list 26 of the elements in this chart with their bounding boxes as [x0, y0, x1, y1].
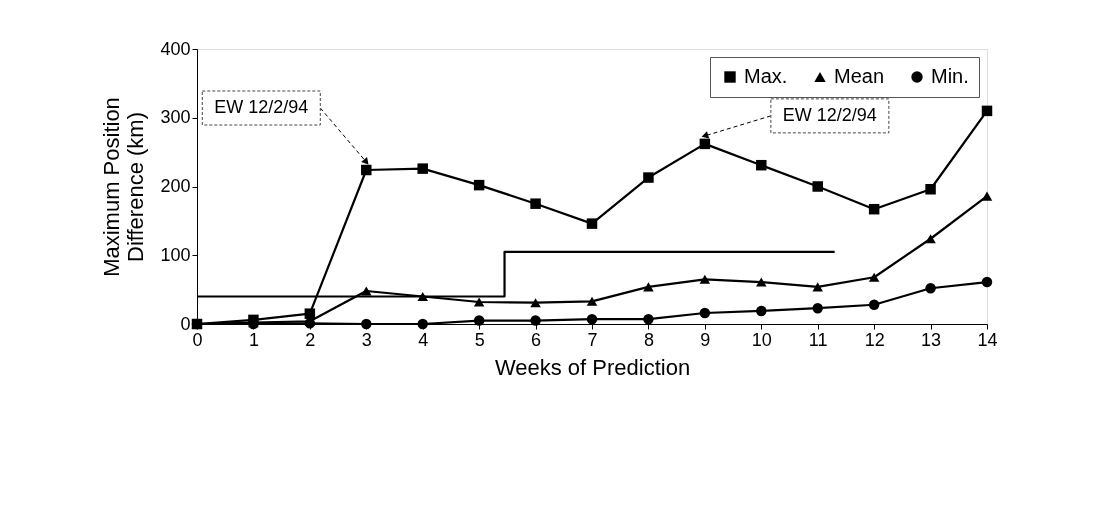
legend-label: Min.: [931, 65, 969, 87]
x-tick-label: 13: [921, 329, 942, 350]
x-tick-label: 10: [751, 329, 772, 350]
x-tick-label: 3: [361, 329, 372, 350]
x-tick-label: 6: [531, 329, 542, 350]
x-tick-label: 4: [418, 329, 429, 350]
x-tick-label: 9: [700, 329, 711, 350]
y-tick-label: 100: [160, 244, 191, 265]
legend-label: Mean: [834, 65, 885, 87]
annotation: EW 12/2/94: [782, 104, 877, 125]
y-tick-label: 0: [180, 313, 191, 334]
x-tick-label: 11: [808, 329, 828, 350]
y-tick-label: 200: [160, 176, 191, 196]
y-tick-label: 300: [160, 107, 191, 128]
annotation: EW 12/2/94: [214, 97, 309, 117]
x-tick-label: 2: [305, 329, 316, 350]
x-tick-label: 12: [864, 329, 885, 350]
y-axis-title: Maximum Position Difference (km): [99, 97, 149, 277]
x-tick-label: 14: [977, 329, 998, 350]
y-tick-label: 400: [160, 38, 191, 59]
legend-label: Max.: [744, 65, 788, 87]
x-tick-label: 5: [474, 329, 485, 350]
x-tick-label: 1: [248, 329, 259, 350]
x-axis-title: Weeks of Prediction: [494, 354, 691, 380]
x-tick-label: 7: [587, 329, 598, 350]
x-tick-label: 8: [643, 329, 654, 350]
